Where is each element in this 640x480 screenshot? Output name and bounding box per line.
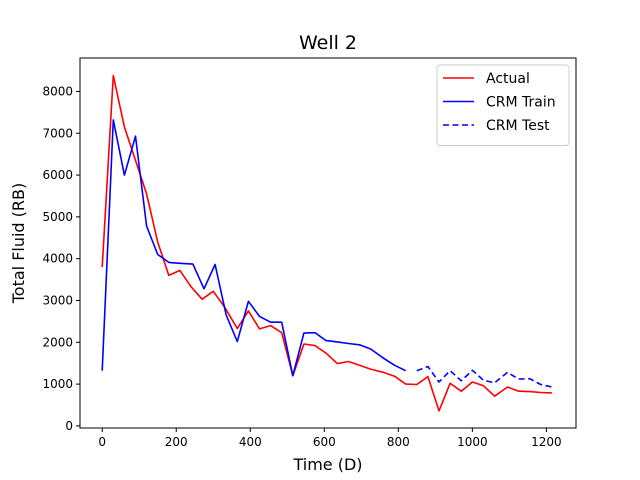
y-axis-label: Total Fluid (RB) xyxy=(9,183,28,305)
legend-box xyxy=(436,64,570,146)
plot-frame xyxy=(79,57,577,429)
legend-label-actual: Actual xyxy=(486,71,530,87)
x-tick-label: 600 xyxy=(313,435,336,449)
x-tick-label: 0 xyxy=(98,435,106,449)
legend-label-crm-train: CRM Train xyxy=(486,95,556,111)
y-tick-label: 5000 xyxy=(42,210,73,224)
y-tick-label: 6000 xyxy=(42,168,73,182)
y-tick-label: 4000 xyxy=(42,252,73,266)
y-axis: 0 1000 2000 3000 4000 5000 6000 7000 8000 xyxy=(42,84,80,433)
x-axis: 0 200 400 600 800 1000 1200 xyxy=(98,428,562,449)
y-tick-label: 2000 xyxy=(42,335,73,349)
series-line-crm-train xyxy=(101,119,407,377)
series-line-actual xyxy=(101,74,552,412)
x-tick-label: 400 xyxy=(239,435,262,449)
chart-title: Well 2 xyxy=(299,32,357,54)
legend-label-crm-test: CRM Test xyxy=(486,118,550,134)
y-tick-label: 1000 xyxy=(42,377,73,391)
series-line-crm-test xyxy=(416,365,553,388)
y-tick-label: 8000 xyxy=(42,84,73,98)
y-tick-label: 0 xyxy=(65,419,73,433)
y-tick-label: 3000 xyxy=(42,293,73,307)
x-tick-label: 800 xyxy=(387,435,410,449)
x-tick-label: 1200 xyxy=(531,435,562,449)
legend: Actual CRM Train CRM Test xyxy=(436,64,570,146)
plot-lines xyxy=(101,74,553,412)
x-axis-label: Time (D) xyxy=(292,455,362,474)
x-tick-label: 1000 xyxy=(457,435,488,449)
x-tick-label: 200 xyxy=(165,435,188,449)
y-tick-label: 7000 xyxy=(42,126,73,140)
